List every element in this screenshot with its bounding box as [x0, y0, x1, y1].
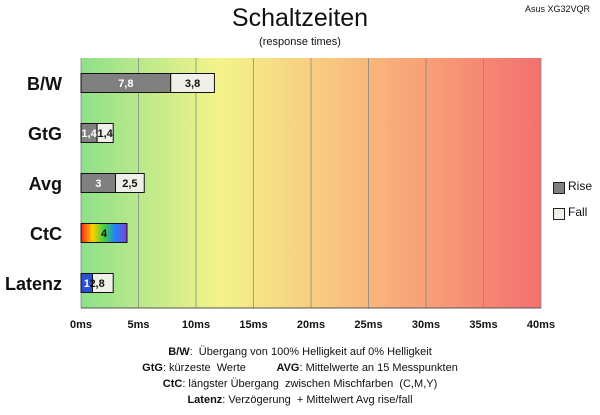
- legend-swatch-fall: [553, 208, 565, 220]
- category-label: CtC: [30, 224, 62, 244]
- footer-text: : Verzögerung + Mittelwert Avg rise/fall: [222, 394, 413, 406]
- bar-value-label: 3,8: [185, 78, 200, 90]
- footer-term: Latenz: [187, 394, 223, 406]
- x-tick-label: 35ms: [469, 319, 497, 331]
- bar-value-label: 2,5: [122, 178, 137, 190]
- category-label: B/W: [27, 74, 62, 94]
- footer-line: CtC: längster Übergang zwischen Mischfar…: [0, 377, 600, 391]
- legend-swatch-rise: [553, 182, 565, 194]
- bar-value-label: 2,8: [89, 278, 104, 290]
- footer-line: Latenz: Verzögerung + Mittelwert Avg ris…: [0, 393, 600, 407]
- x-tick-label: 0ms: [70, 319, 92, 331]
- x-tick-label: 5ms: [127, 319, 149, 331]
- x-tick-label: 25ms: [354, 319, 382, 331]
- x-tick-label: 40ms: [527, 319, 555, 331]
- chart-subtitle: (response times): [259, 36, 341, 48]
- footer-term: AVG: [276, 362, 300, 374]
- x-tick-label: 20ms: [297, 319, 325, 331]
- bar-value-label: 4: [101, 228, 108, 240]
- monitor-model-label: Asus XG32VQR: [524, 4, 590, 14]
- footer-text: : Übergang von 100% Helligkeit auf 0% He…: [189, 346, 432, 358]
- x-tick-label: 30ms: [412, 319, 440, 331]
- bar-value-label: 3: [95, 178, 101, 190]
- footer-term: GtG: [142, 362, 163, 374]
- bar-single: [80, 273, 93, 293]
- footer-term: B/W: [168, 346, 190, 358]
- legend-label-fall: Fall: [568, 205, 588, 219]
- bar-fall: [115, 173, 145, 193]
- category-label: Avg: [29, 174, 62, 194]
- footer-text: : Mittelwerte an 15 Messpunkten: [299, 362, 458, 374]
- bar-value-label: 1,4: [98, 128, 114, 140]
- footer-line: GtG: kürzeste Werte AVG: Mittelwerte an …: [0, 361, 600, 375]
- category-label: GtG: [28, 124, 62, 144]
- footer-term: CtC: [162, 378, 183, 390]
- category-label: Latenz: [5, 274, 62, 294]
- x-tick-label: 15ms: [239, 319, 267, 331]
- legend-label-rise: Rise: [568, 179, 593, 193]
- footer-text: : kürzeste Werte: [162, 362, 277, 374]
- footer-line: B/W: Übergang von 100% Helligkeit auf 0%…: [0, 345, 600, 359]
- chart-title: Schaltzeiten: [231, 4, 369, 32]
- bar-single: [80, 223, 128, 243]
- bar-fall: [96, 123, 114, 143]
- bar-fall: [170, 73, 215, 93]
- bar-value-label: 1,4: [81, 128, 97, 140]
- x-tick-label: 10ms: [182, 319, 210, 331]
- footer-text: : längster Übergang zwischen Mischfarben…: [182, 378, 438, 390]
- bar-value-label: 1: [84, 278, 90, 290]
- bar-value-label: 7,8: [118, 78, 133, 90]
